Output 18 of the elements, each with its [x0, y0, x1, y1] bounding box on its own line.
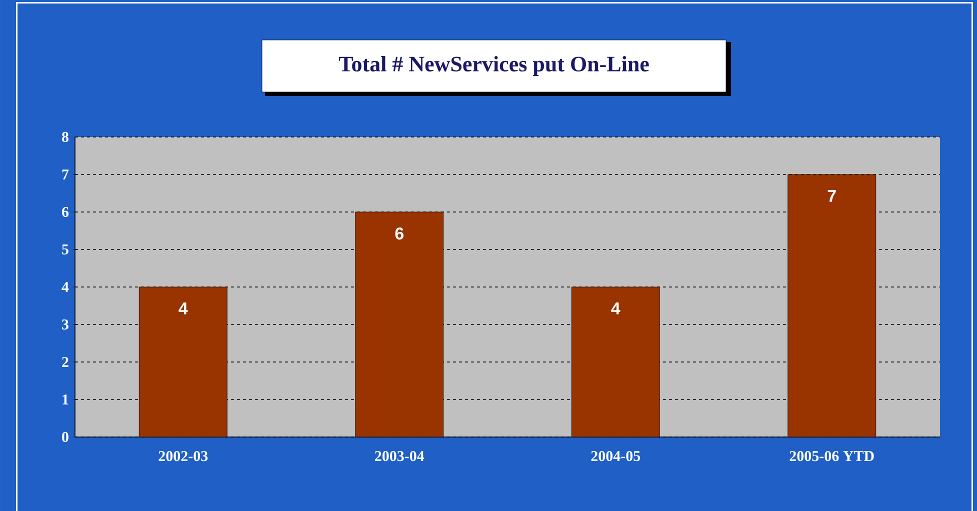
x-tick-label: 2002-03	[158, 451, 208, 462]
x-tick-label: 2004-05	[591, 451, 640, 462]
y-tick-label: 5	[62, 244, 68, 254]
y-tick-label: 4	[62, 282, 69, 292]
data-label: 6	[395, 228, 404, 240]
data-label: 7	[828, 190, 836, 202]
y-tick-label: 6	[62, 206, 69, 218]
data-label: 4	[178, 302, 188, 314]
x-tick-label: 2003-04	[375, 451, 424, 462]
y-tick-label: 1	[62, 394, 68, 404]
chart-title: Total # NewServices put On-Line	[338, 56, 649, 76]
data-label: 4	[611, 302, 620, 314]
x-tick-label: 2005-06 YTD	[790, 451, 874, 462]
y-tick-label: 2	[62, 357, 68, 367]
y-tick-label: 0	[62, 432, 68, 442]
y-tick-label: 7	[62, 170, 69, 180]
y-tick-label: 8	[62, 132, 68, 142]
y-tick-label: 3	[62, 319, 68, 330]
